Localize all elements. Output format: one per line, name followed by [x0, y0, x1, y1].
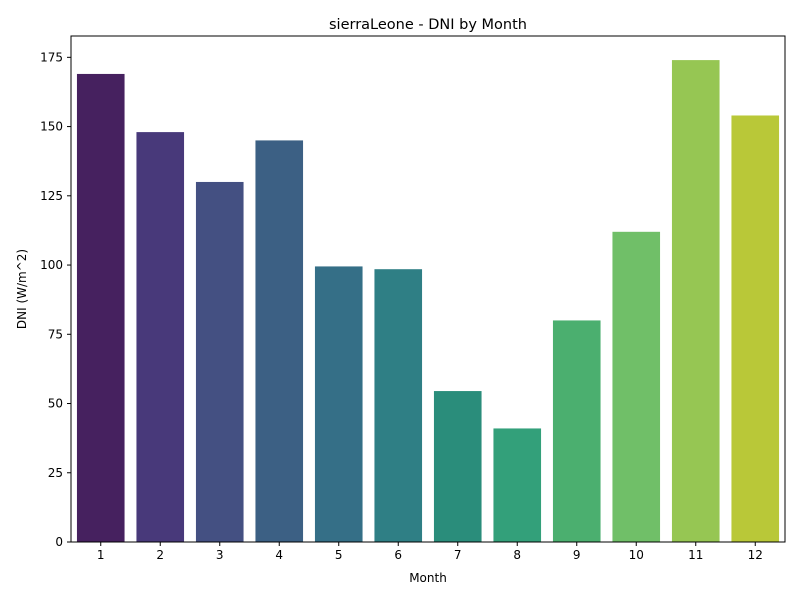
- bar-month-8: [493, 428, 542, 542]
- y-tick-label: 150: [40, 120, 63, 134]
- x-tick-label: 9: [573, 548, 581, 562]
- y-tick-label: 0: [55, 535, 63, 549]
- bar-month-12: [731, 115, 780, 543]
- bar-month-5: [314, 266, 363, 542]
- x-tick-label: 6: [394, 548, 402, 562]
- y-tick-label: 25: [48, 466, 63, 480]
- x-tick-label: 2: [156, 548, 164, 562]
- x-tick-label: 4: [275, 548, 283, 562]
- bar-month-7: [433, 391, 482, 542]
- y-tick-label: 125: [40, 189, 63, 203]
- y-tick-label: 100: [40, 258, 63, 272]
- bar-month-4: [255, 140, 304, 542]
- y-axis-ticks: 0 25 50 75 100 125 150 175: [40, 50, 71, 549]
- y-tick-label: 75: [48, 327, 63, 341]
- x-tick-label: 3: [216, 548, 224, 562]
- x-tick-label: 11: [688, 548, 703, 562]
- x-tick-label: 10: [629, 548, 644, 562]
- bar-month-6: [374, 269, 423, 542]
- x-tick-label: 7: [454, 548, 462, 562]
- x-tick-label: 12: [748, 548, 763, 562]
- bar-month-9: [552, 320, 601, 542]
- y-tick-label: 175: [40, 50, 63, 64]
- bar-month-3: [195, 181, 244, 542]
- chart-title: sierraLeone - DNI by Month: [329, 17, 527, 33]
- x-axis-label: Month: [409, 571, 447, 585]
- bar-month-11: [671, 60, 720, 542]
- bar-month-1: [76, 73, 125, 542]
- x-tick-label: 8: [513, 548, 521, 562]
- y-tick-label: 50: [48, 397, 63, 411]
- bar-month-2: [136, 132, 185, 542]
- bars-group: [76, 60, 780, 543]
- x-tick-label: 1: [97, 548, 105, 562]
- bar-month-10: [612, 231, 661, 543]
- x-tick-label: 5: [335, 548, 343, 562]
- x-axis-ticks: 1 2 3 4 5 6 7 8 9 10 11 12: [97, 542, 763, 562]
- y-axis-label: DNI (W/m^2): [15, 249, 29, 329]
- plot-frame: [70, 35, 786, 543]
